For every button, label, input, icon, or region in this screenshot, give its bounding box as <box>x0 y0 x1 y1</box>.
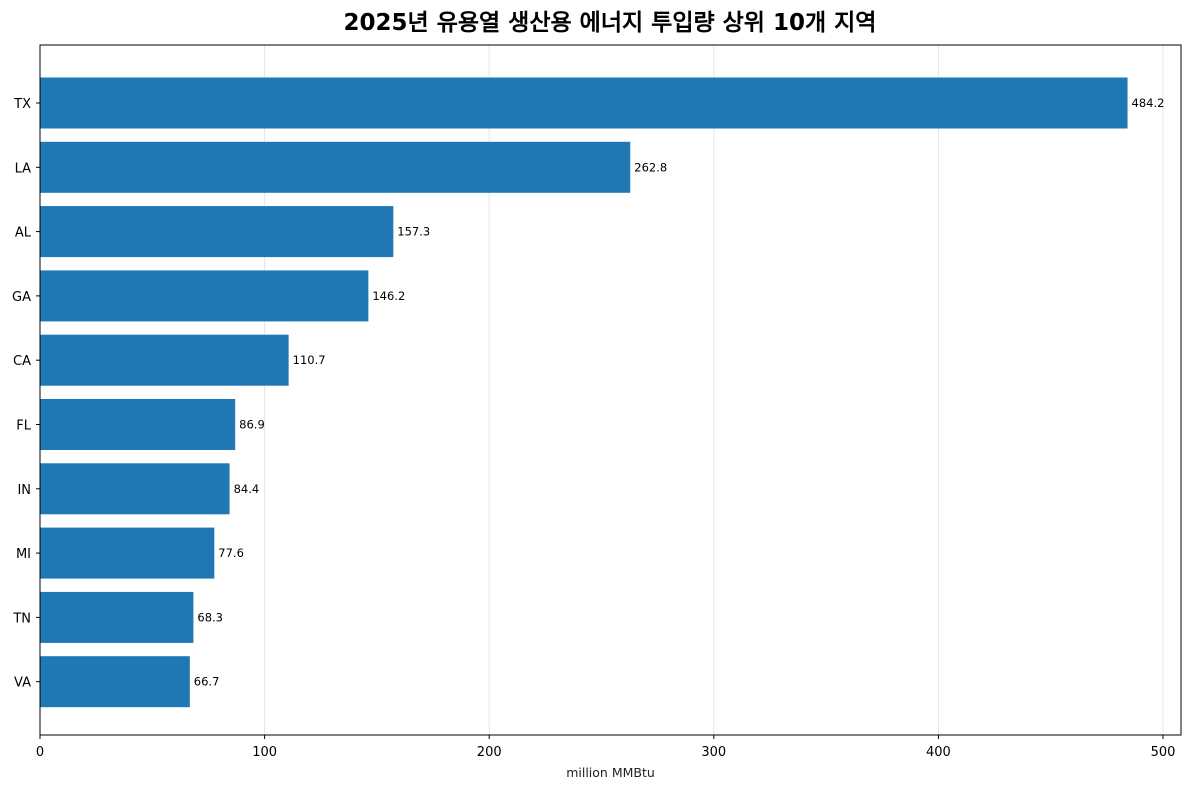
bar-ca <box>40 334 289 386</box>
x-tick-label: 200 <box>477 745 502 760</box>
y-tick-label: IN <box>17 483 31 498</box>
y-tick-label: GA <box>12 290 31 305</box>
y-tick-label: AL <box>15 226 32 241</box>
y-tick-label: MI <box>16 547 31 562</box>
x-tick-label: 300 <box>701 745 726 760</box>
bar-mi <box>40 527 215 579</box>
value-label: 68.3 <box>197 610 223 624</box>
value-label: 157.3 <box>397 225 430 239</box>
bar-al <box>40 206 394 258</box>
value-labels: 484.2 262.8 157.3 146.2 110.7 86.9 84.4 77.6 68.… <box>194 96 1165 689</box>
bar-in <box>40 463 230 515</box>
y-axis-ticks: TX LA AL GA CA FL IN MI TN VA <box>12 97 40 691</box>
bar-tn <box>40 591 194 643</box>
x-tick-label: 0 <box>36 745 44 760</box>
x-axis-label: million MMBtu <box>566 765 655 780</box>
x-tick-label: 100 <box>252 745 277 760</box>
value-label: 86.9 <box>239 418 265 432</box>
bar-ga <box>40 270 369 322</box>
value-label: 146.2 <box>372 289 405 303</box>
bar-la <box>40 141 631 193</box>
value-label: 262.8 <box>634 160 667 174</box>
plot-frame <box>39 44 1182 736</box>
y-tick-label: CA <box>13 354 31 369</box>
y-tick-label: TX <box>13 97 31 112</box>
value-label: 77.6 <box>218 546 244 560</box>
y-tick-label: LA <box>15 161 32 176</box>
value-label: 484.2 <box>1132 96 1165 110</box>
chart-title: 2025년 유용열 생산용 에너지 투입량 상위 10개 지역 <box>344 10 877 36</box>
value-label: 110.7 <box>293 353 326 367</box>
x-tick-label: 400 <box>926 745 951 760</box>
y-tick-label: TN <box>12 611 31 626</box>
bar-va <box>40 656 190 708</box>
bar-tx <box>40 77 1128 129</box>
x-axis-ticks: 0 100 200 300 400 500 <box>36 735 1176 760</box>
value-label: 66.7 <box>194 675 220 689</box>
value-label: 84.4 <box>234 482 260 496</box>
bar-fl <box>40 399 236 450</box>
y-tick-label: FL <box>16 419 31 434</box>
x-tick-label: 500 <box>1151 745 1176 760</box>
bars <box>40 77 1128 708</box>
y-tick-label: VA <box>14 676 31 691</box>
